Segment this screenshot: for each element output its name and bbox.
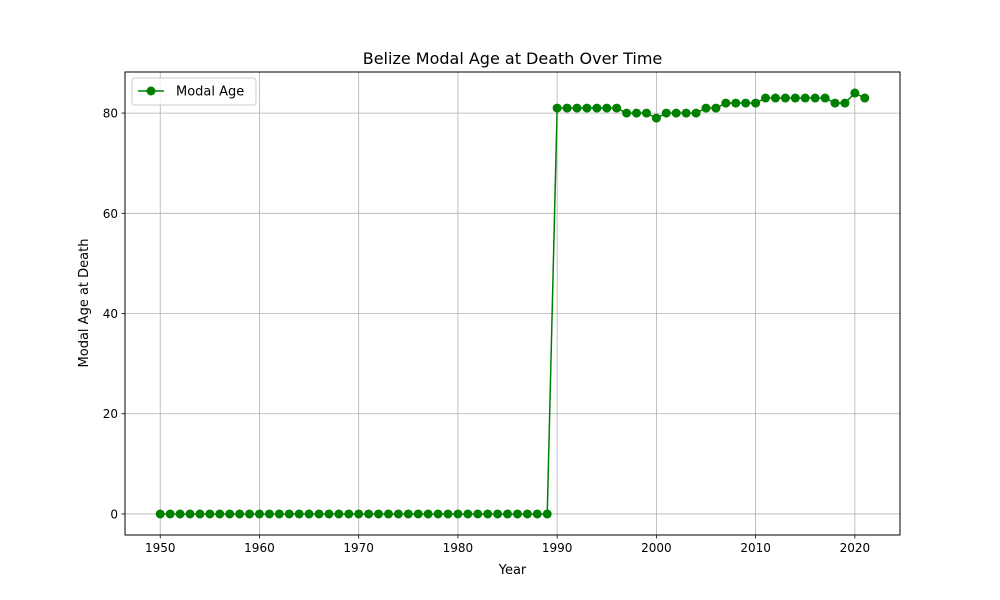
data-point [681, 108, 691, 118]
data-point [374, 509, 384, 519]
legend: Modal Age [131, 77, 257, 106]
data-point [503, 509, 513, 519]
data-point [324, 509, 334, 519]
series-layer [155, 88, 870, 519]
data-point [225, 509, 235, 519]
data-point [731, 98, 741, 108]
x-tick-label: 2000 [641, 541, 672, 555]
data-point [651, 113, 661, 123]
data-point [671, 108, 681, 118]
data-point [800, 93, 810, 103]
data-point [483, 509, 493, 519]
data-point [632, 108, 642, 118]
x-tick-label: 1960 [244, 541, 275, 555]
data-point [155, 509, 165, 519]
x-tick-label: 1990 [542, 541, 573, 555]
data-point [582, 103, 592, 113]
data-point [602, 103, 612, 113]
data-point [562, 103, 572, 113]
legend-label: Modal Age [176, 85, 244, 100]
data-point [701, 103, 711, 113]
data-point [473, 509, 483, 519]
data-point [790, 93, 800, 103]
data-point [751, 98, 761, 108]
y-tick-label: 40 [103, 307, 118, 321]
data-point [850, 88, 860, 98]
data-point [245, 509, 255, 519]
data-point [393, 509, 403, 519]
data-point [542, 509, 552, 519]
y-tick-label: 20 [103, 407, 118, 421]
y-tick-label: 80 [103, 107, 118, 121]
data-point [443, 509, 453, 519]
data-point [810, 93, 820, 103]
data-point [185, 509, 195, 519]
data-point [691, 108, 701, 118]
data-point [205, 509, 215, 519]
legend-box [131, 77, 257, 106]
data-point [820, 93, 830, 103]
data-point [264, 509, 274, 519]
data-point [840, 98, 850, 108]
ticks: 1950 1960 1970 1980 1990 2000 2010 2020 0 20 40 60 8… [103, 107, 870, 555]
data-point [403, 509, 413, 519]
legend-marker-swatch [146, 86, 156, 96]
y-tick-label: 60 [103, 207, 118, 221]
data-point [770, 93, 780, 103]
data-point [622, 108, 632, 118]
y-tick-label: 0 [110, 507, 118, 521]
data-point [235, 509, 245, 519]
x-tick-label: 1980 [443, 541, 474, 555]
data-point [830, 98, 840, 108]
data-point [195, 509, 205, 519]
data-point [860, 93, 870, 103]
y-axis-label: Modal Age at Death [77, 239, 92, 368]
data-point [641, 108, 651, 118]
x-tick-label: 1950 [145, 541, 176, 555]
data-point [344, 509, 354, 519]
data-point [175, 509, 185, 519]
data-point [532, 509, 542, 519]
data-point [354, 509, 364, 519]
data-point [314, 509, 324, 519]
data-point [612, 103, 622, 113]
data-point [761, 93, 771, 103]
x-tick-label: 2010 [740, 541, 771, 555]
data-point [274, 509, 284, 519]
data-point [294, 509, 304, 519]
data-point [383, 509, 393, 519]
data-point [493, 509, 503, 519]
data-point [364, 509, 374, 519]
data-point [433, 509, 443, 519]
data-point [463, 509, 473, 519]
data-point [522, 509, 532, 519]
data-point [413, 509, 423, 519]
data-point [284, 509, 294, 519]
data-point [741, 98, 751, 108]
data-point [254, 509, 264, 519]
data-point [711, 103, 721, 113]
data-point [165, 509, 175, 519]
x-tick-label: 2020 [840, 541, 871, 555]
plot-frame [124, 71, 901, 536]
data-point [334, 509, 344, 519]
data-point [423, 509, 433, 519]
data-point [572, 103, 582, 113]
data-point [721, 98, 731, 108]
data-point [512, 509, 522, 519]
data-point [304, 509, 314, 519]
data-point [780, 93, 790, 103]
data-point [552, 103, 562, 113]
chart-title: Belize Modal Age at Death Over Time [363, 49, 663, 68]
data-point [215, 509, 225, 519]
x-tick-label: 1970 [343, 541, 374, 555]
data-point [592, 103, 602, 113]
x-axis-label: Year [498, 563, 527, 578]
data-point [661, 108, 671, 118]
data-point [453, 509, 463, 519]
